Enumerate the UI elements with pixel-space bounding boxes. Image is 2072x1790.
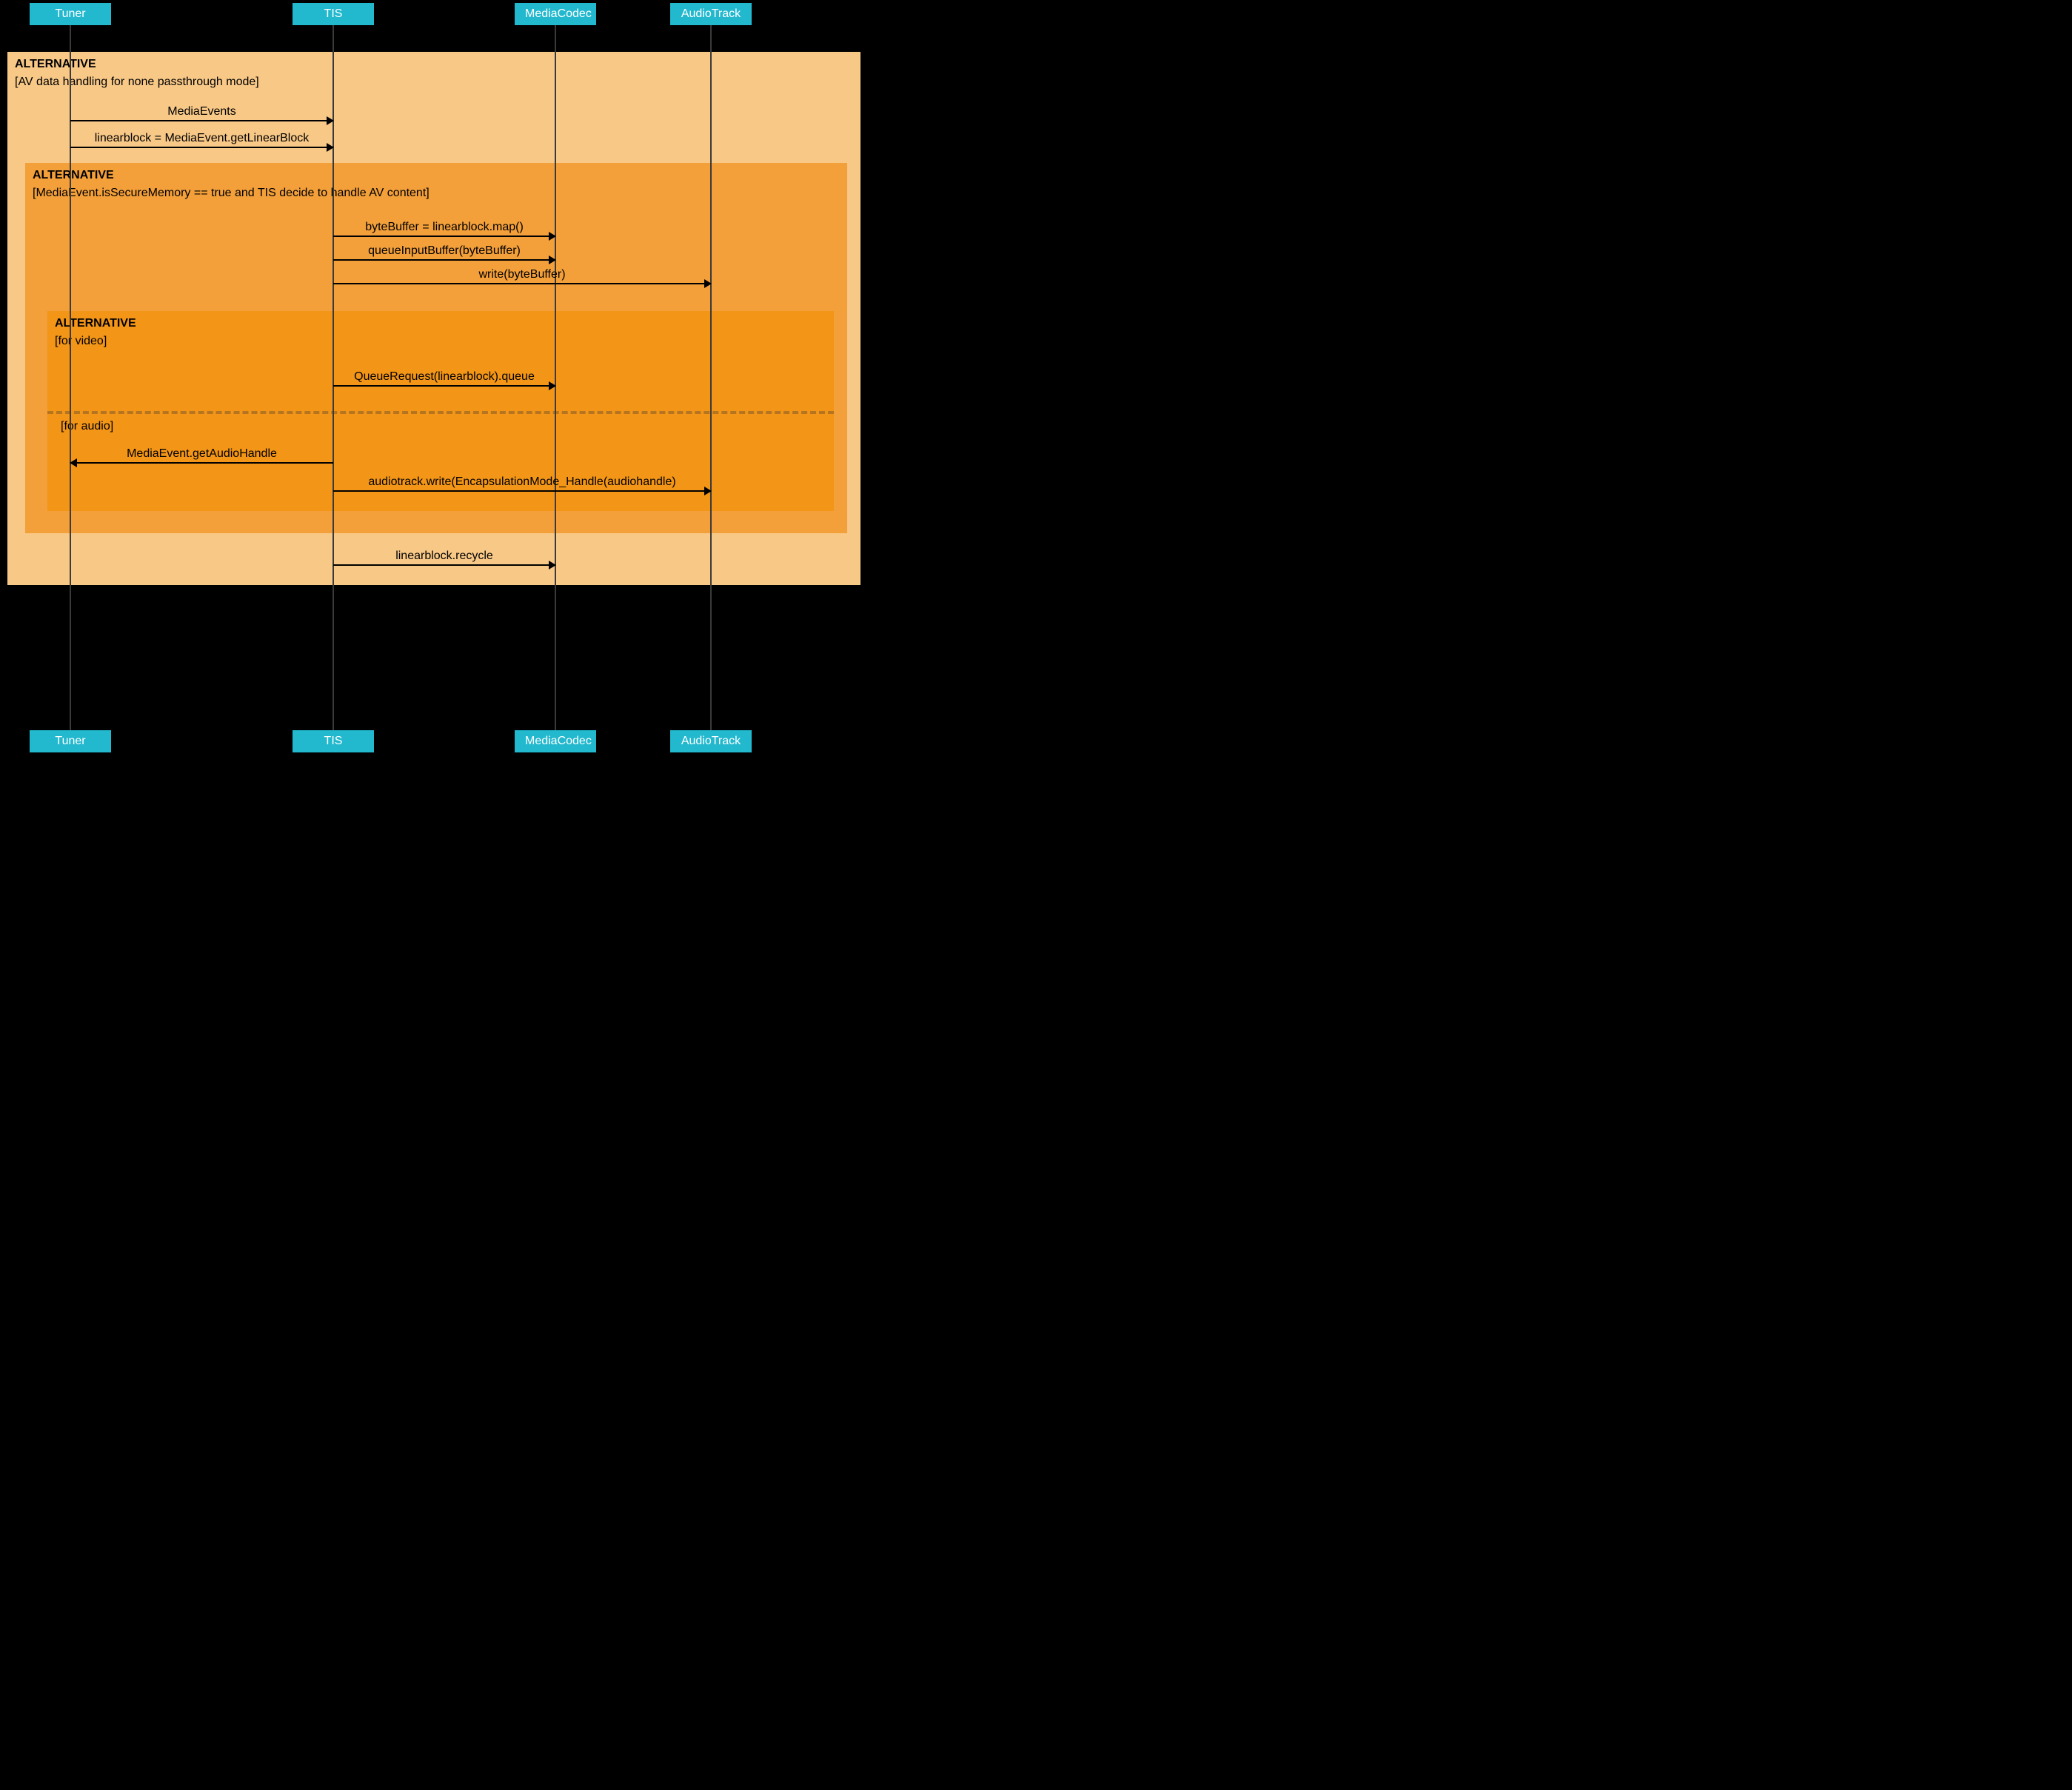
lifeline-tuner <box>70 25 71 730</box>
alt-condition-outer: [AV data handling for none passthrough m… <box>7 73 860 95</box>
lifeline-audiotrack <box>710 25 712 730</box>
alt-header-outer: ALTERNATIVE <box>7 52 860 73</box>
message-label: MediaEvents <box>70 105 333 118</box>
participant-audiotrack-top: AudioTrack <box>670 3 752 25</box>
alt-condition-mid: [MediaEvent.isSecureMemory == true and T… <box>25 184 847 206</box>
alt-condition-inner: [for video] <box>47 332 834 354</box>
participant-tis-bot: TIS <box>293 730 374 752</box>
sequence-diagram: ALTERNATIVE[AV data handling for none pa… <box>0 0 874 755</box>
message-label: linearblock = MediaEvent.getLinearBlock <box>70 132 333 145</box>
message-label: MediaEvent.getAudioHandle <box>70 447 333 461</box>
message-arrow: audiotrack.write(EncapsulationMode_Handl… <box>333 490 711 492</box>
participant-mediacodec-top: MediaCodec <box>515 3 596 25</box>
message-arrow: byteBuffer = linearblock.map() <box>333 236 555 237</box>
message-label: QueueRequest(linearblock).queue <box>333 370 555 384</box>
message-arrow: MediaEvent.getAudioHandle <box>70 462 333 464</box>
participant-tis-top: TIS <box>293 3 374 25</box>
message-arrow: linearblock = MediaEvent.getLinearBlock <box>70 147 333 148</box>
message-arrow: queueInputBuffer(byteBuffer) <box>333 259 555 261</box>
message-label: byteBuffer = linearblock.map() <box>333 221 555 234</box>
message-arrow: MediaEvents <box>70 120 333 121</box>
alt-separator <box>47 411 834 414</box>
message-label: linearblock.recycle <box>333 550 555 563</box>
alt-header-mid: ALTERNATIVE <box>25 163 847 184</box>
message-label: queueInputBuffer(byteBuffer) <box>333 244 555 258</box>
message-arrow: write(byteBuffer) <box>333 283 711 284</box>
participant-tuner-bot: Tuner <box>30 730 111 752</box>
message-arrow: linearblock.recycle <box>333 564 555 566</box>
message-arrow: QueueRequest(linearblock).queue <box>333 385 555 387</box>
participant-audiotrack-bot: AudioTrack <box>670 730 752 752</box>
message-label: audiotrack.write(EncapsulationMode_Handl… <box>333 475 711 489</box>
message-label: write(byteBuffer) <box>333 268 711 281</box>
participant-mediacodec-bot: MediaCodec <box>515 730 596 752</box>
alt-header-inner: ALTERNATIVE <box>47 311 834 332</box>
participant-tuner-top: Tuner <box>30 3 111 25</box>
alt-sub-condition: [for audio] <box>61 420 113 433</box>
